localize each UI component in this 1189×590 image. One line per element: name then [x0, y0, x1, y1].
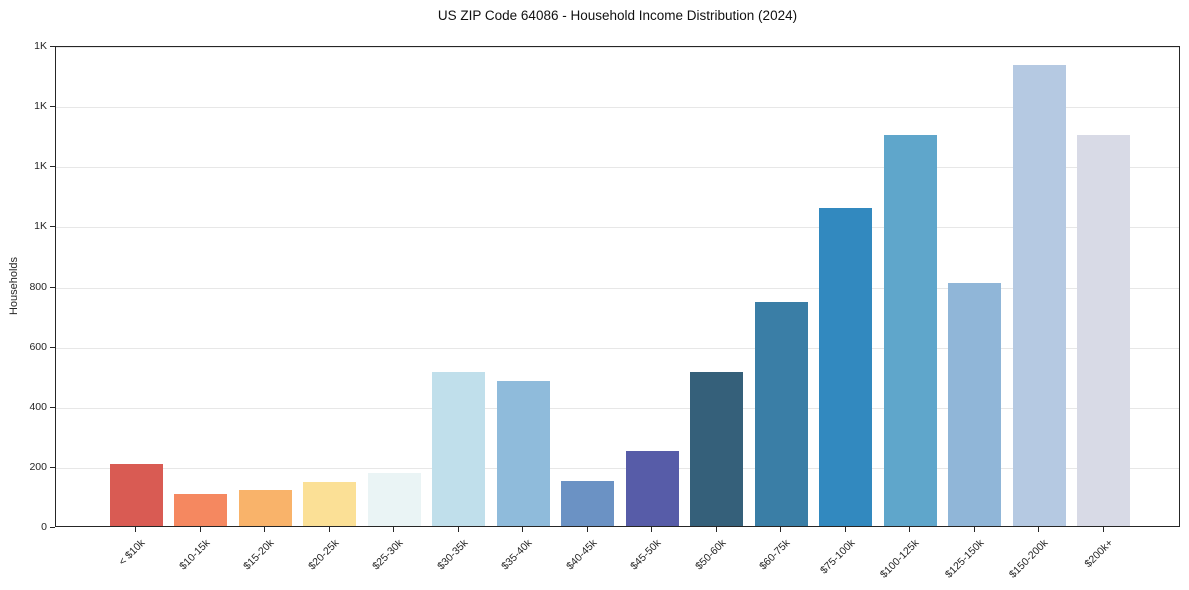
x-tick-label: $45-50k — [628, 537, 664, 573]
x-tick-label: $200k+ — [1081, 537, 1115, 571]
x-tick-label: $75-100k — [817, 537, 857, 577]
x-tick-mark — [328, 527, 330, 532]
x-tick-mark — [1102, 527, 1104, 532]
y-tick-label: 1K — [34, 100, 47, 113]
bar — [174, 493, 227, 526]
x-tick-mark — [973, 527, 975, 532]
bar — [690, 372, 743, 526]
y-tick-mark — [50, 466, 55, 468]
x-tick-label: $50-60k — [692, 537, 728, 573]
bar — [367, 473, 421, 526]
gridline — [56, 167, 1179, 169]
gridline — [56, 47, 1179, 48]
x-tick-label: $20-25k — [305, 537, 341, 573]
x-tick-mark — [135, 527, 136, 532]
y-tick-label: 800 — [29, 280, 47, 293]
x-tick-mark — [715, 527, 717, 532]
gridline — [56, 347, 1179, 349]
bar — [496, 380, 550, 526]
y-tick-mark — [50, 527, 55, 528]
x-tick-label: $150-200k — [1006, 537, 1051, 581]
bar — [819, 207, 872, 526]
x-tick-mark — [457, 527, 459, 532]
x-tick-mark — [393, 527, 394, 532]
x-tick-label: $25-30k — [370, 537, 406, 573]
x-tick-mark — [586, 527, 588, 532]
x-tick-mark — [909, 527, 910, 532]
y-tick-mark — [50, 286, 55, 288]
x-tick-label: $35-40k — [499, 537, 535, 573]
bar — [1012, 64, 1066, 526]
x-tick-label: $125-150k — [942, 537, 986, 581]
x-tick-mark — [1038, 527, 1039, 532]
bar — [948, 283, 1001, 526]
bar — [238, 490, 292, 526]
bar — [432, 372, 485, 526]
x-tick-label: $10-15k — [176, 537, 212, 573]
y-tick-mark — [50, 166, 55, 168]
x-tick-label: < $10k — [116, 537, 148, 568]
x-tick-mark — [651, 527, 652, 532]
x-tick-label: $15-20k — [241, 537, 277, 573]
bar — [561, 481, 614, 526]
x-tick-mark — [780, 527, 781, 532]
y-tick-mark — [50, 106, 55, 108]
gridline — [56, 107, 1179, 109]
y-tick-label: 1K — [34, 160, 47, 173]
y-tick-label: 1K — [34, 220, 47, 233]
x-tick-mark — [199, 527, 201, 532]
gridline — [56, 227, 1179, 229]
y-tick-label: 0 — [41, 521, 47, 533]
y-tick-label: 200 — [29, 460, 47, 473]
x-tick-label: $30-35k — [434, 537, 470, 573]
y-tick-label: 400 — [29, 400, 47, 413]
x-tick-mark — [522, 527, 523, 532]
x-tick-label: $100-125k — [877, 537, 922, 581]
gridline — [56, 467, 1179, 469]
x-tick-label: $40-45k — [563, 537, 599, 573]
bar — [625, 450, 679, 526]
y-tick-mark — [50, 226, 55, 228]
x-tick-mark — [264, 527, 265, 532]
gridline — [56, 407, 1179, 409]
bar — [883, 135, 937, 526]
y-tick-mark — [50, 46, 55, 47]
x-tick-label: $60-75k — [757, 537, 793, 573]
y-tick-mark — [50, 406, 55, 408]
bar — [1077, 135, 1130, 526]
bar — [303, 482, 356, 526]
gridline — [56, 287, 1179, 289]
y-tick-mark — [50, 346, 55, 348]
chart-title: US ZIP Code 64086 - Household Income Dis… — [437, 8, 798, 23]
y-tick-label: 600 — [29, 340, 47, 353]
y-tick-label: 1K — [34, 40, 47, 52]
bar — [109, 463, 163, 526]
plot-area — [55, 46, 1180, 527]
bar — [754, 301, 808, 526]
x-tick-mark — [844, 527, 846, 532]
